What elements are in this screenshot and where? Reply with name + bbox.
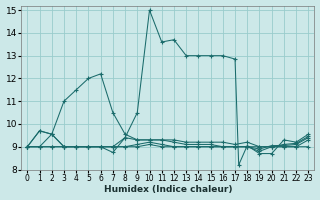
X-axis label: Humidex (Indice chaleur): Humidex (Indice chaleur) <box>104 185 232 194</box>
